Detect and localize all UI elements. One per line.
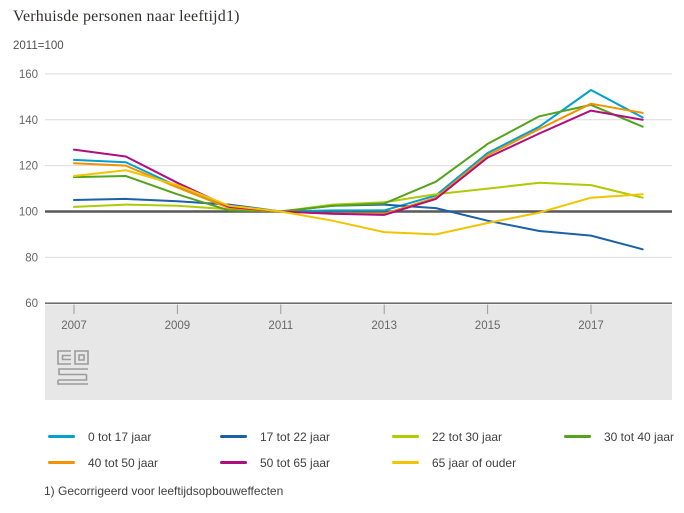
- chart-subtitle: 2011=100: [13, 40, 64, 52]
- svg-text:2013: 2013: [371, 320, 397, 332]
- legend-item-1[interactable]: 17 tot 22 jaar: [220, 426, 392, 447]
- x-axis-labels: 2007 2009 2011 2013 2015 2017: [61, 304, 604, 332]
- legend-label: 65 jaar of ouder: [432, 455, 517, 470]
- svg-text:2015: 2015: [475, 320, 501, 332]
- series-line-5[interactable]: [73, 109, 644, 216]
- series-line-3[interactable]: [73, 103, 644, 213]
- svg-text:140: 140: [19, 115, 38, 127]
- legend-swatch-icon: [564, 435, 591, 438]
- svg-text:60: 60: [25, 298, 38, 310]
- legend-item-3[interactable]: 30 tot 40 jaar: [564, 426, 674, 447]
- svg-text:2007: 2007: [61, 320, 87, 332]
- svg-text:2011: 2011: [268, 320, 293, 332]
- legend-swatch-icon: [392, 435, 419, 438]
- legend-label: 30 tot 40 jaar: [604, 429, 675, 444]
- y-axis-labels: 60 80 100 120 140 160: [19, 69, 38, 310]
- legend-swatch-icon: [48, 461, 75, 464]
- legend-swatch-icon: [220, 461, 247, 464]
- svg-text:2017: 2017: [578, 320, 604, 332]
- gridlines: [45, 73, 672, 304]
- legend-item-0[interactable]: 0 tot 17 jaar: [48, 426, 220, 447]
- series-line-2[interactable]: [73, 181, 644, 213]
- legend-label: 22 tot 30 jaar: [432, 429, 503, 444]
- legend-label: 0 tot 17 jaar: [88, 429, 152, 444]
- legend-swatch-icon: [48, 435, 75, 438]
- legend-label: 17 tot 22 jaar: [260, 429, 331, 444]
- axis-band: [45, 304, 672, 400]
- legend-item-2[interactable]: 22 tot 30 jaar: [392, 426, 564, 447]
- series-line-0[interactable]: [73, 89, 644, 213]
- legend-swatch-icon: [392, 461, 419, 464]
- legend-label: 40 tot 50 jaar: [88, 455, 159, 470]
- series-line-6[interactable]: [73, 169, 644, 236]
- legend-swatch-icon: [220, 435, 247, 438]
- svg-text:80: 80: [25, 252, 38, 264]
- legend-item-5[interactable]: 50 tot 65 jaar: [220, 452, 392, 473]
- chart-legend: 0 tot 17 jaar 17 tot 22 jaar 22 tot 30 jaa…: [48, 426, 674, 473]
- chart-title: Verhuisde personen naar leeftijd1): [13, 8, 240, 25]
- svg-text:100: 100: [19, 207, 38, 219]
- footnote: 1) Gecorrigeerd voor leeftijdsopbouweffe…: [44, 484, 284, 498]
- svg-text:160: 160: [19, 69, 38, 81]
- cbs-logo-icon: [57, 350, 89, 385]
- svg-text:2009: 2009: [165, 320, 191, 332]
- svg-text:120: 120: [19, 161, 38, 173]
- legend-label: 50 tot 65 jaar: [260, 455, 331, 470]
- legend-item-6[interactable]: 65 jaar of ouder: [392, 452, 564, 473]
- legend-item-4[interactable]: 40 tot 50 jaar: [48, 452, 220, 473]
